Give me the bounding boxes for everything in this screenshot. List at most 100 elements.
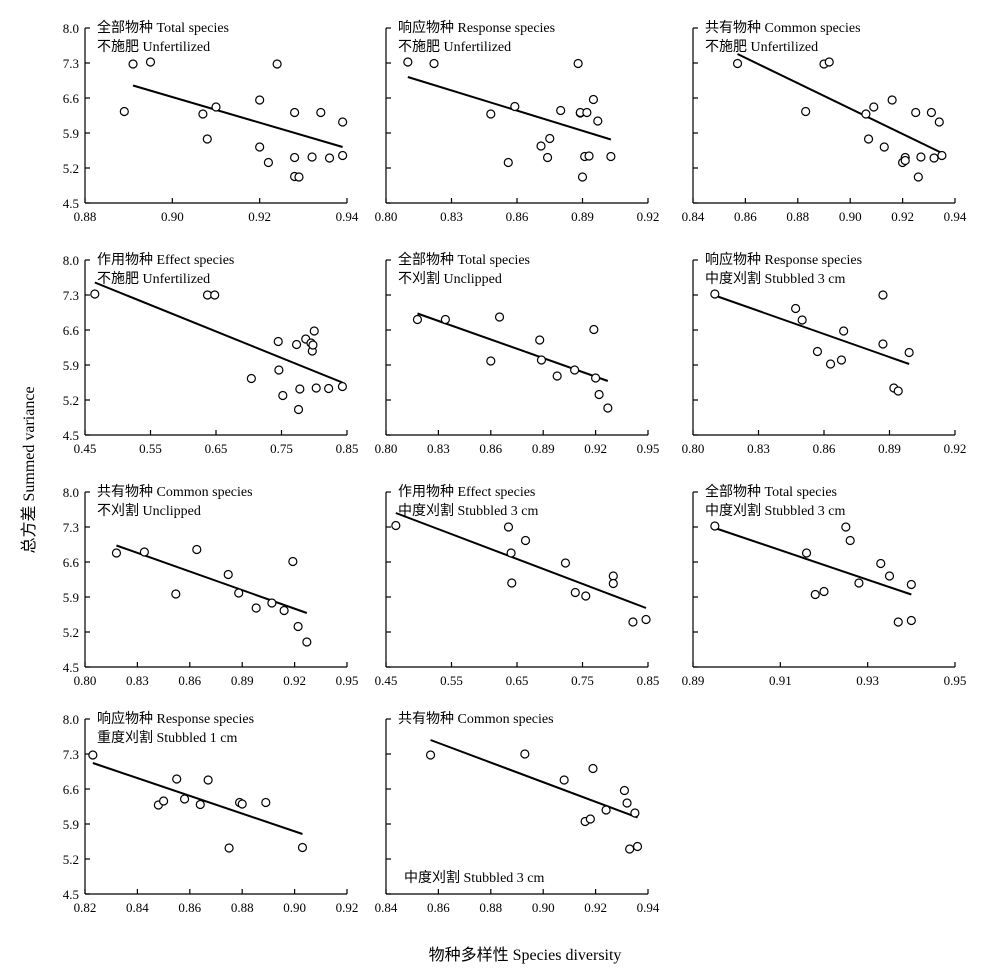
data-point xyxy=(210,290,220,300)
x-tick-label: 0.45 xyxy=(74,441,97,456)
data-point xyxy=(879,142,889,152)
x-tick-label: 0.65 xyxy=(506,673,529,688)
x-tick-label: 0.89 xyxy=(878,441,901,456)
panel-title-line: 共有物种 Common species xyxy=(398,711,554,727)
y-tick-label: 8.0 xyxy=(63,712,79,727)
data-point xyxy=(279,605,289,616)
panel-2: 0.80 0.83 0.86 0.89 0.92 响应物种 Response specie… xyxy=(375,19,660,224)
data-point xyxy=(171,589,181,599)
data-point xyxy=(425,750,436,760)
y-tick-label: 7.3 xyxy=(63,520,79,535)
data-point xyxy=(412,314,423,325)
panel-title-line: 全部物种 Total species xyxy=(97,19,229,36)
data-point xyxy=(278,390,288,401)
data-point xyxy=(486,356,496,366)
data-point xyxy=(641,614,651,625)
x-tick-label: 0.88 xyxy=(479,900,502,915)
data-point xyxy=(906,579,916,590)
x-tick-label: 0.86 xyxy=(178,900,201,915)
data-point xyxy=(608,571,618,581)
data-point xyxy=(290,152,300,163)
panel-title-line: 不施肥 Unfertilized xyxy=(97,271,210,287)
x-tick-label: 0.75 xyxy=(270,441,293,456)
data-point xyxy=(934,117,944,127)
data-point xyxy=(263,157,273,168)
x-tick-label: 0.84 xyxy=(682,209,705,224)
x-axis-title: 物种多样性 Species diversity xyxy=(429,946,622,964)
data-point xyxy=(246,373,256,384)
data-point xyxy=(211,102,221,112)
x-tick-label: 0.95 xyxy=(944,673,967,688)
data-point xyxy=(234,588,244,598)
data-point xyxy=(295,384,305,394)
panel-title-line: 不施肥 Unfertilized xyxy=(705,39,818,55)
x-tick-label: 0.86 xyxy=(506,209,529,224)
panel-11: 0.84 0.86 0.88 0.90 0.92 0.94 共有物种 Common spec… xyxy=(375,711,660,915)
data-point xyxy=(929,153,939,163)
data-point xyxy=(913,172,923,182)
panel-1: 4.5 5.2 5.9 6.6 7.3 8.0 0.88 0.90 0.92 0.94 全部物种 T… xyxy=(63,19,359,224)
data-point xyxy=(560,558,571,568)
y-tick-label: 5.9 xyxy=(63,590,79,605)
panel-title-line: 重度刈割 Stubbled 1 cm xyxy=(97,729,237,746)
x-tick-label: 0.90 xyxy=(283,900,306,915)
data-point xyxy=(288,556,298,567)
panel-title-line: 作用物种 Effect species xyxy=(398,484,535,500)
data-point xyxy=(937,150,947,161)
data-point xyxy=(606,151,616,162)
data-point xyxy=(139,547,149,557)
x-tick-label: 0.86 xyxy=(813,441,836,456)
regression-line xyxy=(132,84,343,148)
x-tick-label: 0.88 xyxy=(74,209,97,224)
data-point xyxy=(503,157,513,168)
data-point xyxy=(179,794,190,804)
data-point xyxy=(710,289,720,299)
data-point xyxy=(192,544,202,555)
data-point xyxy=(556,105,566,116)
data-point xyxy=(824,57,834,67)
data-point xyxy=(510,101,520,112)
y-tick-label: 5.2 xyxy=(63,161,79,176)
data-point xyxy=(893,386,903,396)
x-tick-label: 0.95 xyxy=(637,441,660,456)
x-tick-label: 0.80 xyxy=(375,441,398,456)
data-point xyxy=(507,578,517,588)
data-point xyxy=(273,336,283,347)
y-tick-label: 5.9 xyxy=(63,126,79,141)
y-tick-label: 5.9 xyxy=(63,358,79,373)
data-point xyxy=(836,355,847,365)
x-tick-label: 0.89 xyxy=(571,209,594,224)
data-point xyxy=(622,798,632,808)
panel-title-line: 不施肥 Unfertilized xyxy=(398,39,511,55)
x-tick-label: 0.92 xyxy=(283,673,306,688)
x-tick-label: 0.86 xyxy=(427,900,450,915)
x-tick-label: 0.45 xyxy=(375,673,398,688)
data-point xyxy=(906,615,916,626)
panel-title-line: 中度刈割 Stubbled 3 cm xyxy=(398,502,538,519)
data-point xyxy=(251,603,261,613)
data-point xyxy=(324,153,335,163)
data-point xyxy=(601,805,611,815)
regression-line xyxy=(94,281,343,384)
y-tick-label: 8.0 xyxy=(63,485,79,500)
regression-line xyxy=(714,527,912,596)
y-tick-label: 4.5 xyxy=(63,428,79,443)
data-point xyxy=(577,172,588,182)
data-point xyxy=(293,621,303,632)
x-tick-label: 0.55 xyxy=(139,441,162,456)
x-tick-label: 0.88 xyxy=(231,900,254,915)
panel-title-line: 响应物种 Response species xyxy=(705,251,862,268)
x-tick-label: 0.92 xyxy=(584,441,607,456)
x-tick-label: 0.55 xyxy=(440,673,463,688)
x-tick-label: 0.83 xyxy=(747,441,770,456)
x-tick-label: 0.92 xyxy=(584,900,607,915)
y-tick-label: 8.0 xyxy=(63,21,79,36)
x-tick-label: 0.89 xyxy=(231,673,254,688)
panel-title-line: 不施肥 Unfertilized xyxy=(97,39,210,55)
data-point xyxy=(884,571,895,581)
y-tick-label: 7.3 xyxy=(63,747,79,762)
data-point xyxy=(324,383,334,394)
y-tick-label: 5.2 xyxy=(63,393,79,408)
x-tick-label: 0.80 xyxy=(375,209,398,224)
